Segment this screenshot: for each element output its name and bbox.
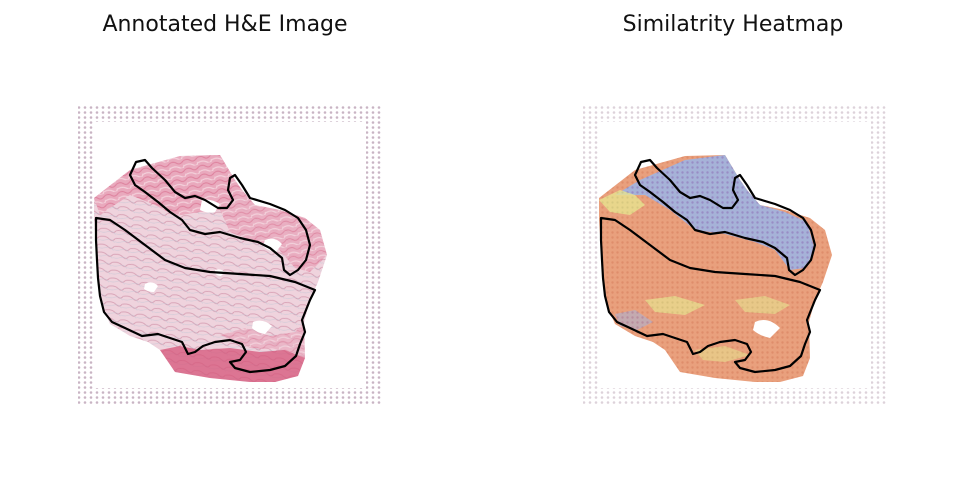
heatmap-fiducial-frame (583, 106, 887, 406)
he-image (78, 106, 382, 406)
he-fiducial-frame (78, 106, 382, 406)
heatmap-tissue (599, 155, 832, 382)
he-image-panel (70, 100, 390, 420)
heatmap-panel (575, 100, 895, 420)
he-annotation-outline (94, 158, 317, 374)
heatmap-title: Similatrity Heatmap (622, 12, 844, 37)
heatmap-image (583, 106, 887, 406)
heatmap-annotation-outline (599, 158, 822, 374)
he-tissue (94, 155, 327, 382)
he-image-title: Annotated H&E Image (102, 12, 348, 37)
